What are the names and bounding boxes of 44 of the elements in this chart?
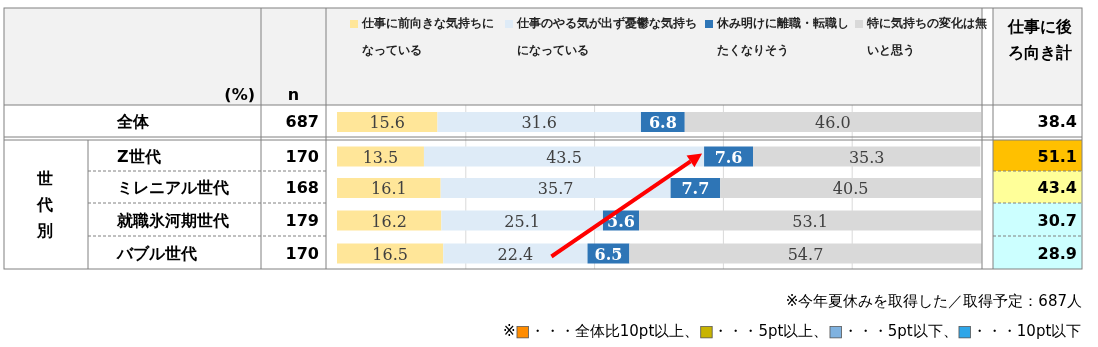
text: ※■・・・全体比10pt以上、■・・・5pt以上、■・・・5pt以下、■・・・10pt以下 — [503, 322, 1082, 340]
text: 170 — [285, 146, 319, 166]
text: 687 — [285, 112, 319, 131]
text: 179 — [285, 210, 319, 230]
data-label: 35.7 — [537, 179, 574, 198]
y-tick-label: 就職氷河期世代 — [116, 210, 229, 230]
data-label: 35.3 — [848, 147, 885, 167]
y-tick-label: バブル世代 — [116, 243, 197, 263]
data-label: 54.7 — [787, 244, 824, 264]
data-label: 16.5 — [372, 244, 408, 264]
text: n — [287, 85, 300, 104]
text: 30.7 — [1037, 210, 1077, 230]
y-tick-label: Z世代 — [117, 146, 161, 166]
legend-label: 特に気持ちの変化は無いと思う — [867, 15, 988, 59]
data-label: 53.1 — [792, 211, 828, 231]
data-label: 6.5 — [594, 244, 623, 264]
text: ※今年夏休みを取得した／取得予定：687人 — [785, 292, 1082, 310]
text: 43.4 — [1037, 178, 1077, 197]
text: 世代別 — [36, 169, 53, 240]
data-label: 16.2 — [371, 211, 407, 231]
legend-label: 休み明けに離職・転職したくなりそう — [717, 15, 850, 59]
data-label: 43.5 — [546, 147, 582, 167]
legend-label: 仕事に前向きな気持ちになっている — [362, 15, 495, 59]
text: 51.1 — [1037, 146, 1077, 166]
data-label: 15.6 — [369, 113, 406, 132]
text: 28.9 — [1037, 243, 1077, 263]
data-label: 6.8 — [648, 113, 677, 132]
data-label: 22.4 — [497, 244, 534, 264]
legend-label: 仕事のやる気が出ず憂鬱な気持ちになっている — [517, 15, 698, 59]
y-tick-label: ミレニアル世代 — [117, 178, 229, 197]
data-label: 16.1 — [371, 179, 407, 198]
text: 168 — [285, 178, 319, 197]
data-label: 13.5 — [362, 147, 399, 167]
text: 仕事に後ろ向き計 — [1007, 16, 1073, 64]
text: (%) — [224, 85, 255, 104]
data-label: 7.6 — [714, 147, 743, 167]
data-label: 31.6 — [521, 113, 558, 132]
data-label: 46.0 — [815, 113, 851, 132]
data-label: 7.7 — [681, 179, 710, 198]
data-label: 40.5 — [832, 179, 869, 198]
text: 38.4 — [1037, 112, 1077, 131]
text: 170 — [285, 243, 319, 263]
y-tick-label: 全体 — [116, 112, 150, 131]
data-label: 25.1 — [504, 211, 540, 231]
